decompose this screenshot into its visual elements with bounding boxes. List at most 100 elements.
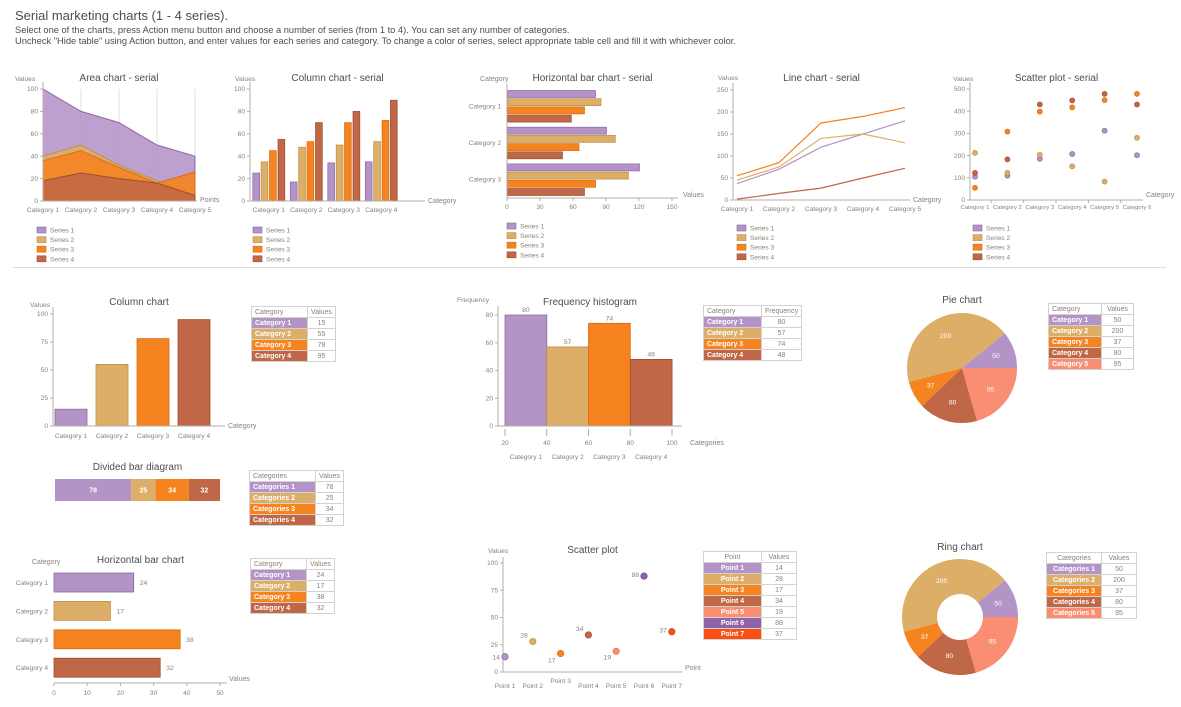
table-cell-value[interactable]: 80 <box>761 316 802 328</box>
bar[interactable] <box>507 163 640 172</box>
table-cell-value[interactable]: 48 <box>761 349 802 361</box>
data-point[interactable] <box>640 572 648 580</box>
bar-segment[interactable] <box>55 479 132 501</box>
data-point[interactable] <box>1134 91 1140 97</box>
slice[interactable] <box>903 622 944 658</box>
bar[interactable] <box>507 98 602 107</box>
table-cell-label[interactable]: Category 1 <box>703 316 762 328</box>
bar[interactable] <box>504 314 548 427</box>
data-point[interactable] <box>501 653 509 661</box>
table-cell-value[interactable]: 14 <box>761 562 797 574</box>
table-header-cell[interactable]: Category <box>1048 303 1102 315</box>
pie-chart[interactable]: Pie chart 50 200 37 80 95 <box>900 293 1030 445</box>
table-header-cell[interactable]: Values <box>1101 303 1134 315</box>
bar[interactable] <box>177 319 211 427</box>
table-cell-value[interactable]: 95 <box>1101 607 1137 619</box>
table-header-cell[interactable]: Values <box>315 470 344 482</box>
table-cell-value[interactable]: 32 <box>306 602 335 614</box>
data-point[interactable] <box>1036 152 1043 158</box>
table-cell-value[interactable]: 37 <box>1101 336 1134 348</box>
table-cell-label[interactable]: Categories 3 <box>249 503 316 515</box>
table-cell-value[interactable]: 38 <box>306 591 335 603</box>
table-cell-label[interactable]: Category 4 <box>703 349 762 361</box>
table-cell-value[interactable]: 37 <box>761 628 797 640</box>
table-cell-label[interactable]: Category 1 <box>251 317 308 329</box>
bar[interactable] <box>298 146 306 202</box>
bar[interactable] <box>315 122 323 202</box>
data-point[interactable] <box>972 184 978 191</box>
line-series[interactable] <box>736 107 906 177</box>
data-point[interactable] <box>1101 91 1108 97</box>
data-point[interactable] <box>612 647 620 655</box>
table-cell-value[interactable]: 95 <box>1101 358 1134 370</box>
data-point[interactable] <box>584 631 592 639</box>
table-cell-value[interactable]: 88 <box>761 617 797 629</box>
slice[interactable] <box>922 368 978 424</box>
slice[interactable] <box>907 313 1005 383</box>
bar[interactable] <box>507 171 629 180</box>
table-cell-value[interactable]: 57 <box>761 327 802 339</box>
table-cell-value[interactable]: 17 <box>306 580 335 592</box>
table-cell-value[interactable]: 17 <box>761 584 797 596</box>
table-cell-value[interactable]: 200 <box>1101 325 1134 337</box>
bar[interactable] <box>507 135 616 143</box>
scatter-plot[interactable]: Scatter plot 0 25 50 75 100 Values 14 Point 1 28 P… <box>478 543 701 695</box>
table-cell-value[interactable]: 34 <box>761 595 797 607</box>
table-cell-value[interactable]: 15 <box>307 317 336 329</box>
table-header-cell[interactable]: Frequency <box>761 305 802 317</box>
table-cell-label[interactable]: Categories 4 <box>249 514 316 526</box>
data-point[interactable] <box>1004 156 1011 163</box>
bar[interactable] <box>507 90 596 98</box>
table-cell-label[interactable]: Point 3 <box>703 584 762 596</box>
table-cell-value[interactable]: 25 <box>315 492 344 504</box>
bar[interactable] <box>252 172 260 202</box>
divided-bar-diagram[interactable]: Divided bar diagram 78 25 34 32 <box>15 458 265 508</box>
table-cell-label[interactable]: Categories 1 <box>1046 563 1102 575</box>
bar[interactable] <box>507 114 572 123</box>
bar[interactable] <box>381 120 390 202</box>
data-point[interactable] <box>972 170 978 176</box>
bar[interactable] <box>507 106 585 115</box>
table-header-cell[interactable]: Values <box>306 558 335 570</box>
bar[interactable] <box>507 188 585 196</box>
bar[interactable] <box>344 122 352 202</box>
data-point[interactable] <box>1134 134 1140 141</box>
slice[interactable] <box>902 559 1006 632</box>
data-point[interactable] <box>557 649 565 658</box>
table-cell-value[interactable]: 55 <box>307 328 336 340</box>
table-header-cell[interactable]: Category <box>703 305 762 317</box>
data-point[interactable] <box>1069 104 1076 111</box>
table-header-cell[interactable]: Categories <box>249 470 316 482</box>
bar[interactable] <box>54 408 88 427</box>
table-header-cell[interactable]: Point <box>703 551 762 563</box>
table-header-cell[interactable]: Category <box>251 306 308 318</box>
bar-segment[interactable] <box>131 479 156 501</box>
table-cell-label[interactable]: Category 2 <box>1048 325 1102 337</box>
bar[interactable] <box>136 338 170 427</box>
table-cell-label[interactable]: Category 3 <box>251 339 308 351</box>
bar[interactable] <box>390 99 398 202</box>
table-cell-value[interactable]: 78 <box>307 339 336 351</box>
table-cell-label[interactable]: Categories 1 <box>249 481 316 493</box>
bar[interactable] <box>53 572 135 593</box>
horizontal-bar-chart[interactable]: Horizontal bar chart Category 24 Category 1… <box>15 550 260 700</box>
table-header-cell[interactable]: Values <box>307 306 336 318</box>
bar[interactable] <box>335 144 344 202</box>
table-cell-label[interactable]: Categories 2 <box>249 492 316 504</box>
bar[interactable] <box>364 161 373 202</box>
column-chart-serial[interactable]: Column chart - serial 0 20 40 60 80 100 Values C… <box>232 68 460 266</box>
slice[interactable] <box>918 632 976 675</box>
line-series[interactable] <box>736 167 906 200</box>
table-cell-value[interactable]: 37 <box>1101 585 1137 597</box>
line-chart-serial[interactable]: Line chart - serial 0 50 100 150 200 250 Values… <box>702 68 948 266</box>
slice[interactable] <box>977 580 1018 617</box>
table-cell-value[interactable]: 19 <box>761 606 797 618</box>
bar[interactable] <box>327 162 335 202</box>
bar[interactable] <box>546 346 590 427</box>
bar[interactable] <box>588 322 631 427</box>
scatter-plot-serial[interactable]: Scatter plot - serial 0 100 200 300 400 500 Val… <box>940 68 1181 266</box>
table-cell-label[interactable]: Category 2 <box>703 327 762 339</box>
data-point[interactable] <box>529 637 537 646</box>
table-cell-label[interactable]: Category 3 <box>250 591 307 603</box>
bar-segment[interactable] <box>188 479 220 501</box>
